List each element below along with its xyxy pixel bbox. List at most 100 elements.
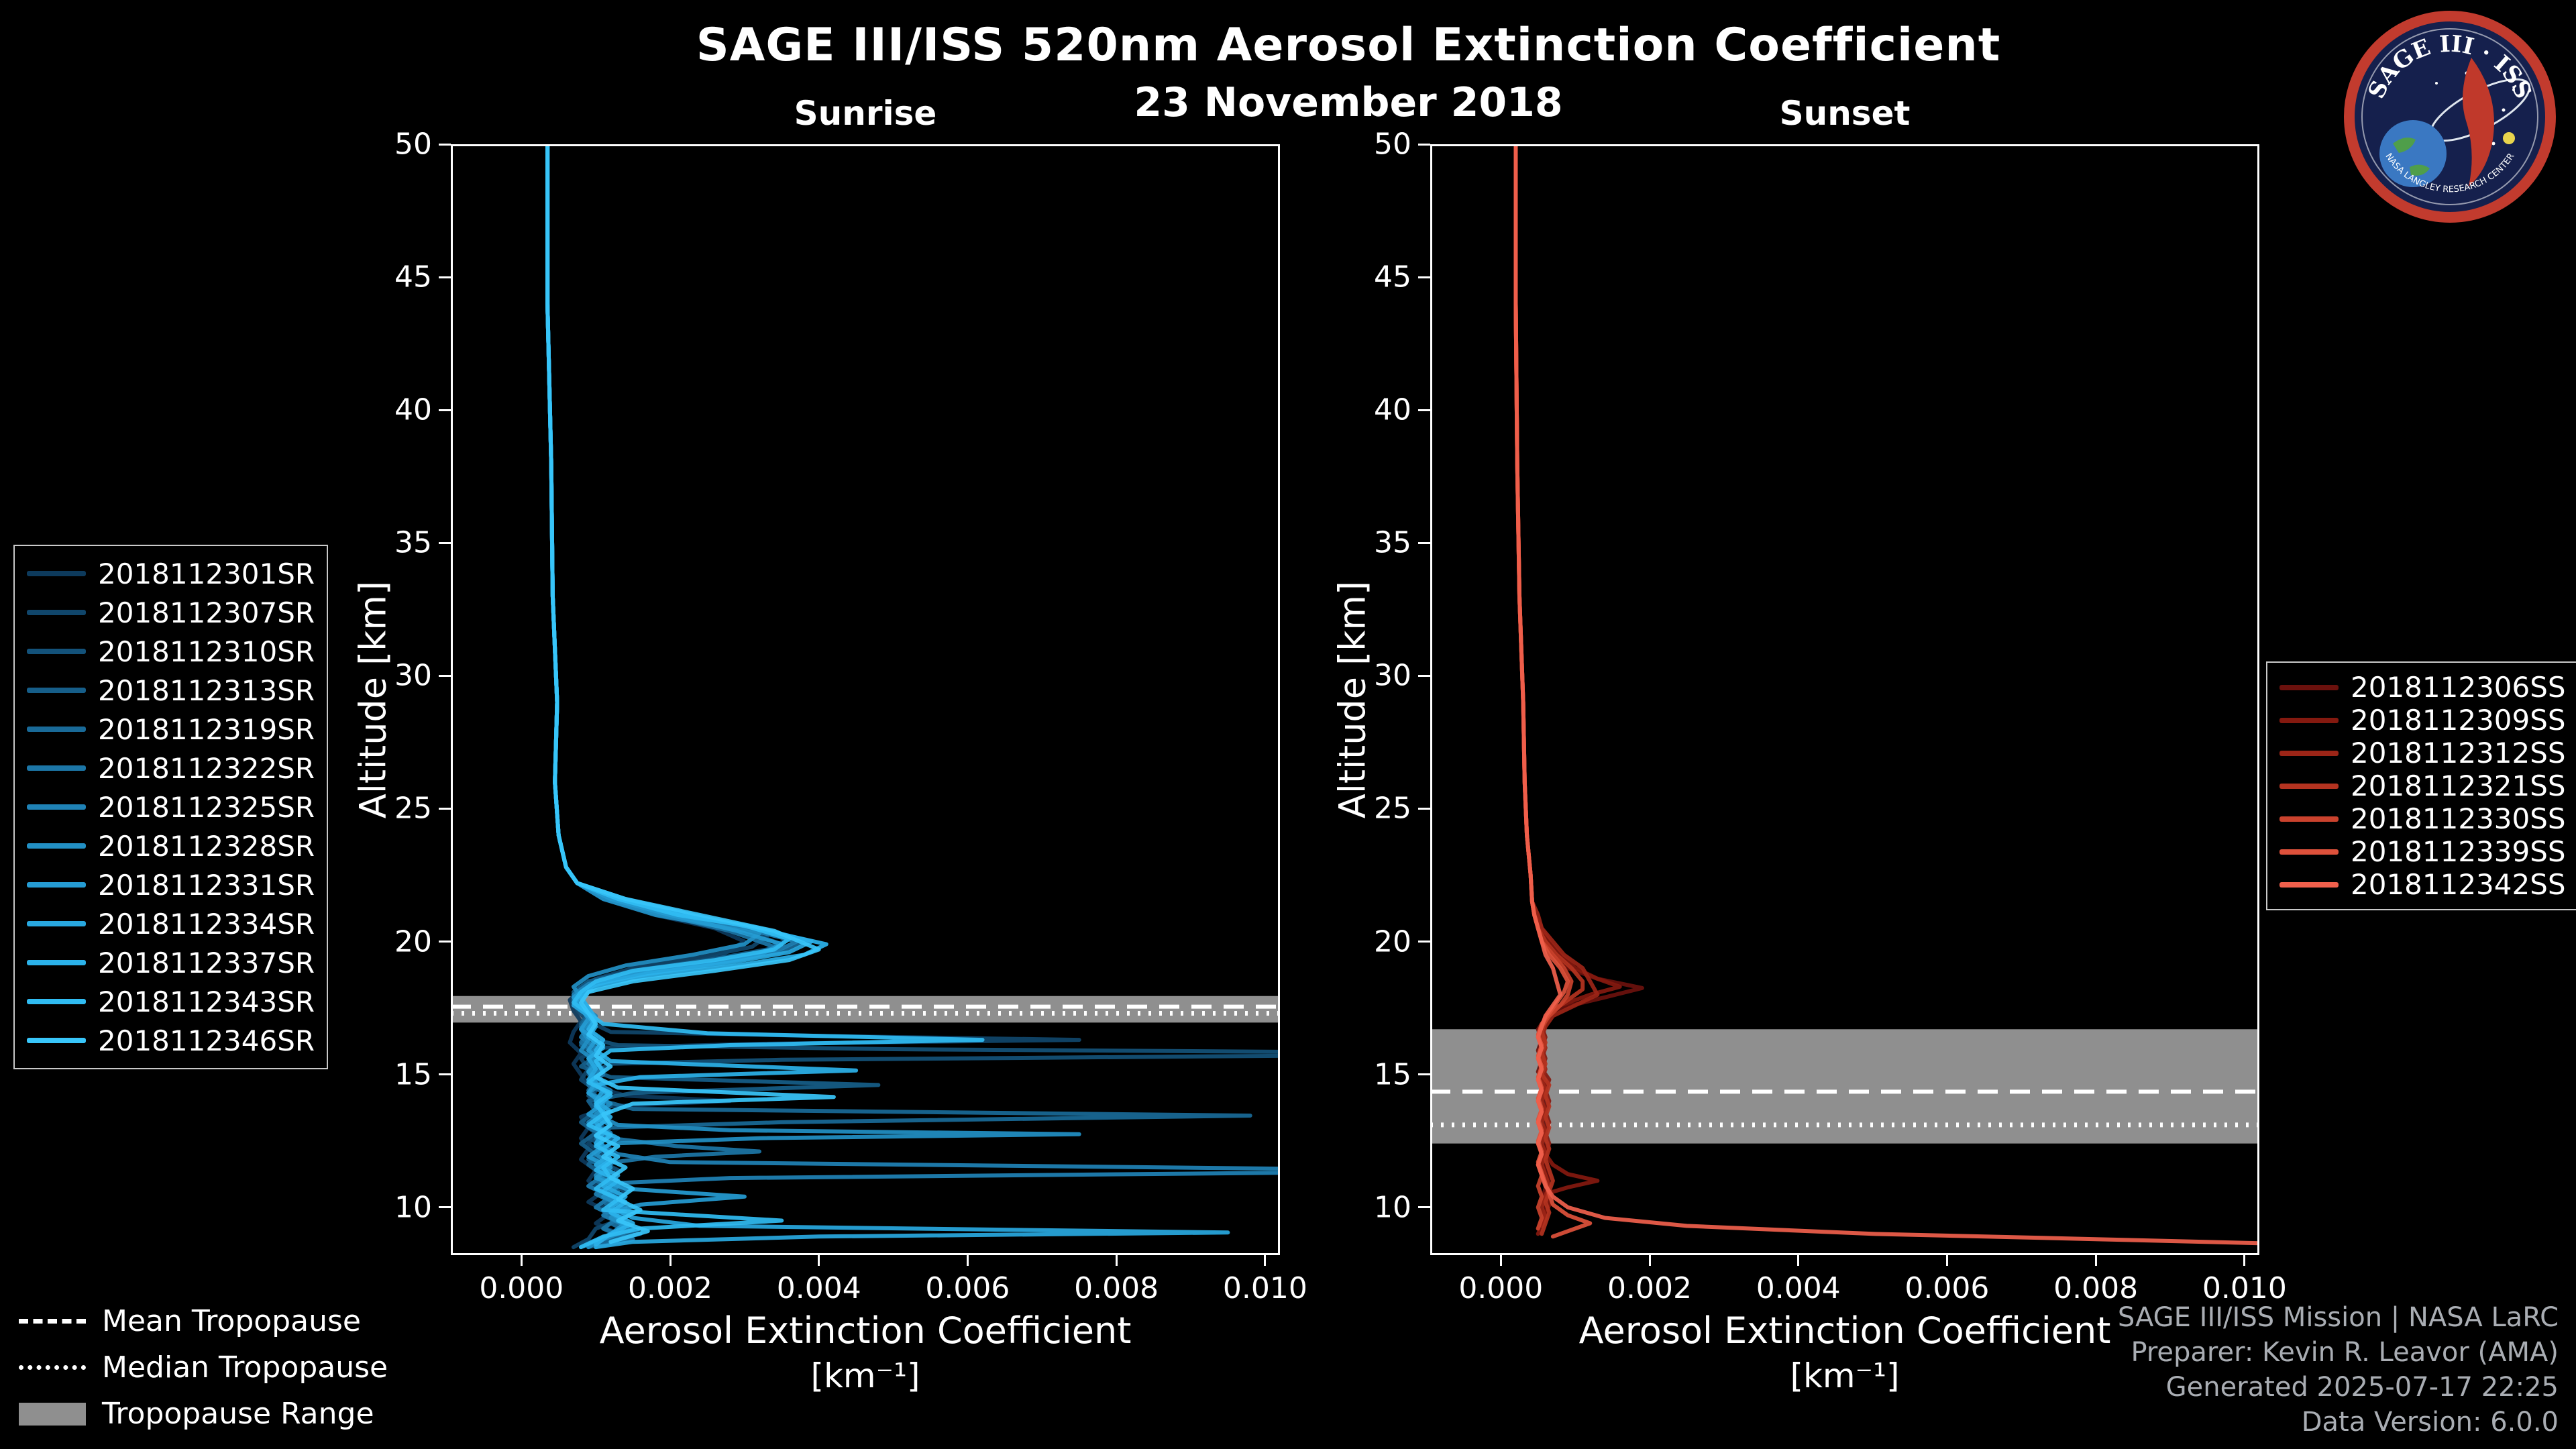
legend-line-sample xyxy=(27,765,86,771)
y-tick-label: 10 xyxy=(394,1190,432,1225)
y-tick-label: 20 xyxy=(1374,924,1411,959)
x-tick-label: 0.010 xyxy=(2202,1271,2287,1305)
legend-label: 2018112306SS xyxy=(2351,671,2566,704)
legend-item: 2018112309SS xyxy=(2279,704,2566,737)
legend-label: 2018112328SR xyxy=(98,829,315,863)
legend-item: 2018112328SR xyxy=(27,826,315,865)
tropopause-legend: Mean Tropopause Median Tropopause Tropopau… xyxy=(19,1304,388,1443)
plot-canvas xyxy=(1430,142,2261,1255)
y-tick-mark xyxy=(1418,941,1430,943)
legend-item: 2018112319SR xyxy=(27,710,315,749)
legend-item: 2018112312SS xyxy=(2279,737,2566,769)
y-tick-mark xyxy=(1418,541,1430,544)
y-tick-label: 50 xyxy=(394,127,432,162)
y-tick-label: 40 xyxy=(1374,392,1411,427)
y-tick-label: 40 xyxy=(394,392,432,427)
x-tick-mark xyxy=(1648,1255,1651,1266)
legend-line-sample xyxy=(27,688,86,693)
credit-mission: SAGE III/ISS Mission | NASA LaRC xyxy=(2117,1302,2559,1333)
legend-line-sample xyxy=(2279,849,2339,855)
x-tick-mark xyxy=(520,1255,523,1266)
x-tick-label: 0.006 xyxy=(1904,1271,1990,1305)
legend-label: 2018112339SS xyxy=(2351,835,2566,868)
sunset-legend: 2018112306SS 2018112309SS 2018112312SS 2018… xyxy=(2266,661,2576,910)
legend-item: 2018112310SR xyxy=(27,632,315,671)
y-tick-mark xyxy=(1418,1206,1430,1209)
legend-label: 2018112321SS xyxy=(2351,769,2566,802)
x-tick-mark xyxy=(2094,1255,2097,1266)
sunrise-plot xyxy=(451,142,1282,1255)
x-tick-label: 0.004 xyxy=(776,1271,861,1305)
legend-line-sample xyxy=(2279,881,2339,888)
y-tick-mark xyxy=(439,674,451,677)
legend-item: 2018112301SR xyxy=(27,554,315,593)
x-tick-label: 0.010 xyxy=(1222,1271,1307,1305)
dashed-line-sample xyxy=(19,1319,86,1324)
legend-label: 2018112334SR xyxy=(98,907,315,941)
sage-iss-logo-graphic: SAGE III · ISS NASA LANGLEY RESEARCH CEN… xyxy=(2344,11,2556,223)
y-tick-label: 30 xyxy=(394,658,432,693)
y-tick-label: 15 xyxy=(394,1057,432,1092)
sunrise-x-axis-units: [km⁻¹] xyxy=(810,1356,920,1395)
legend-item: 2018112322SR xyxy=(27,749,315,788)
legend-line-sample xyxy=(27,882,86,888)
y-tick-mark xyxy=(1418,276,1430,278)
x-tick-mark xyxy=(818,1255,820,1266)
y-tick-label: 35 xyxy=(1374,525,1411,560)
sunrise-x-axis-label: Aerosol Extinction Coefficient xyxy=(599,1309,1132,1352)
legend-item: 2018112313SR xyxy=(27,671,315,710)
plot-canvas xyxy=(451,142,1282,1255)
x-tick-label: 0.002 xyxy=(628,1271,712,1305)
y-tick-label: 50 xyxy=(1374,127,1411,162)
legend-label: 2018112331SR xyxy=(98,868,315,902)
y-tick-mark xyxy=(439,541,451,544)
x-tick-mark xyxy=(1797,1255,1800,1266)
legend-line-sample xyxy=(2279,717,2339,723)
credit-preparer: Preparer: Kevin R. Leavor (AMA) xyxy=(2131,1337,2559,1368)
legend-item: 2018112321SS xyxy=(2279,769,2566,802)
x-tick-mark xyxy=(2243,1255,2246,1266)
series-line-2018112342SS xyxy=(1513,142,2261,1246)
legend-line-sample xyxy=(27,921,86,926)
y-tick-label: 10 xyxy=(1374,1190,1411,1225)
sunset-y-axis-label: Altitude [km] xyxy=(1331,580,1374,819)
legend-line-sample xyxy=(27,1038,86,1043)
y-tick-mark xyxy=(439,807,451,810)
legend-line-sample xyxy=(2279,783,2339,789)
x-tick-label: 0.002 xyxy=(1607,1271,1692,1305)
legend-label: 2018112325SR xyxy=(98,790,315,824)
legend-item: 2018112334SR xyxy=(27,904,315,943)
date-title: 23 November 2018 xyxy=(1134,79,1563,126)
legend-label: 2018112313SR xyxy=(98,674,315,707)
tropopause-legend-label: Mean Tropopause xyxy=(102,1304,361,1338)
y-tick-mark xyxy=(439,143,451,146)
legend-line-sample xyxy=(27,804,86,810)
x-tick-mark xyxy=(1499,1255,1502,1266)
sunset-x-axis-units: [km⁻¹] xyxy=(1790,1356,1900,1395)
x-tick-mark xyxy=(1945,1255,1948,1266)
legend-item: 2018112331SR xyxy=(27,865,315,904)
y-tick-mark xyxy=(1418,807,1430,810)
sage-iss-logo: SAGE III · ISS NASA LANGLEY RESEARCH CEN… xyxy=(2343,9,2557,224)
legend-item: 2018112342SS xyxy=(2279,868,2566,901)
legend-label: 2018112307SR xyxy=(98,596,315,629)
band-line-sample xyxy=(19,1402,86,1426)
series-line-2018112325SR xyxy=(545,142,1282,1250)
x-tick-label: 0.008 xyxy=(1074,1271,1159,1305)
y-tick-label: 25 xyxy=(394,791,432,826)
legend-label: 2018112337SR xyxy=(98,946,315,979)
y-tick-label: 45 xyxy=(394,260,432,294)
legend-label: 2018112343SR xyxy=(98,985,315,1018)
tropopause-legend-item: Median Tropopause xyxy=(19,1350,388,1385)
legend-label: 2018112342SS xyxy=(2351,868,2566,901)
tropopause-legend-label: Tropopause Range xyxy=(102,1397,374,1431)
legend-item: 2018112339SS xyxy=(2279,835,2566,868)
legend-line-sample xyxy=(27,649,86,654)
legend-item: 2018112307SR xyxy=(27,593,315,632)
y-tick-label: 35 xyxy=(394,525,432,560)
credit-generated: Generated 2025-07-17 22:25 xyxy=(2165,1372,2559,1403)
x-tick-label: 0.000 xyxy=(479,1271,564,1305)
y-tick-mark xyxy=(1418,409,1430,411)
x-tick-label: 0.006 xyxy=(925,1271,1010,1305)
y-tick-mark xyxy=(439,1206,451,1209)
